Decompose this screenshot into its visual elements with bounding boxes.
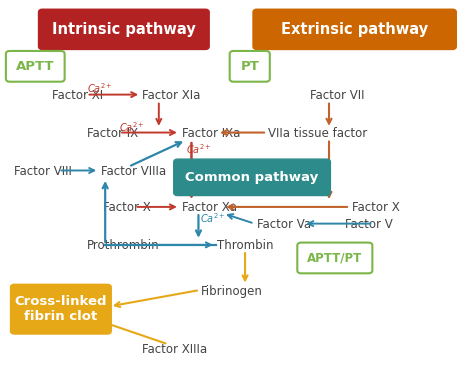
Text: $Ca^{2+}$: $Ca^{2+}$	[119, 120, 145, 134]
FancyBboxPatch shape	[297, 243, 373, 273]
FancyBboxPatch shape	[6, 51, 64, 82]
Text: Factor XIa: Factor XIa	[143, 89, 201, 102]
FancyBboxPatch shape	[38, 9, 209, 49]
FancyBboxPatch shape	[10, 285, 111, 334]
Text: Factor IXa: Factor IXa	[182, 127, 240, 140]
Text: Fibrinogen: Fibrinogen	[201, 285, 263, 298]
Text: Cross-linked
fibrin clot: Cross-linked fibrin clot	[15, 295, 107, 323]
FancyBboxPatch shape	[230, 51, 270, 82]
FancyBboxPatch shape	[253, 9, 456, 49]
Text: Factor VIII: Factor VIII	[14, 165, 72, 178]
FancyBboxPatch shape	[174, 159, 330, 196]
Text: Factor X: Factor X	[103, 201, 151, 214]
Text: Factor V: Factor V	[346, 218, 393, 231]
Text: Factor XIIIa: Factor XIIIa	[143, 343, 208, 357]
Text: APTT: APTT	[16, 60, 55, 73]
Text: Extrinsic pathway: Extrinsic pathway	[281, 22, 428, 37]
Text: Factor X: Factor X	[352, 201, 400, 214]
Text: Factor VII: Factor VII	[310, 89, 365, 102]
Text: Thrombin: Thrombin	[217, 239, 273, 252]
Text: VIIa tissue factor: VIIa tissue factor	[268, 127, 368, 140]
Text: PT: PT	[240, 60, 259, 73]
Text: Prothrombin: Prothrombin	[87, 239, 159, 252]
Text: Factor VIIIa: Factor VIIIa	[100, 165, 165, 178]
Text: Factor Xa: Factor Xa	[182, 201, 237, 214]
Text: $Ca^{2+}$: $Ca^{2+}$	[87, 81, 112, 95]
Text: APTT/PT: APTT/PT	[307, 251, 363, 264]
Text: $Ca^{2+}$: $Ca^{2+}$	[200, 211, 226, 225]
Text: Factor IX: Factor IX	[87, 127, 137, 140]
Text: Factor XI: Factor XI	[52, 89, 103, 102]
Text: Common pathway: Common pathway	[185, 171, 319, 184]
Text: Intrinsic pathway: Intrinsic pathway	[52, 22, 196, 37]
Text: Factor Va: Factor Va	[257, 218, 311, 231]
Text: $Ca^{2+}$: $Ca^{2+}$	[186, 142, 212, 156]
